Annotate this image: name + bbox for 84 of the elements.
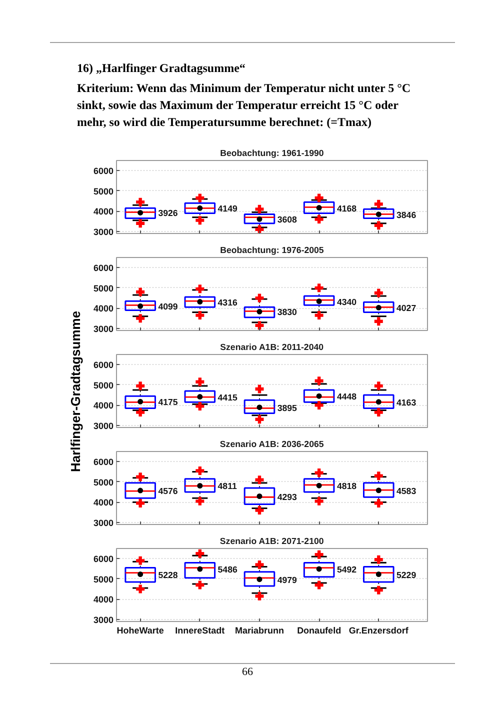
annotation: 4163 (396, 397, 416, 408)
point (376, 488, 382, 494)
y-tick-label: 5000 (93, 186, 114, 196)
annotation: 3608 (277, 214, 298, 225)
point (197, 566, 203, 572)
x-tick-label: Donaufeld (297, 626, 342, 636)
y-tick-label: 4000 (93, 206, 114, 217)
point (316, 205, 322, 211)
point (376, 572, 382, 578)
annotation: 4811 (218, 481, 237, 492)
y-tick-label: 6000 (93, 166, 114, 176)
point (197, 299, 203, 305)
y-tick-label: 3000 (93, 614, 114, 625)
annotation: 3846 (396, 210, 416, 220)
annotation: 3895 (277, 402, 298, 413)
point (316, 482, 322, 488)
y-tick-label: 3000 (93, 226, 114, 237)
annotation: 5229 (396, 570, 416, 580)
y-tick-label: 6000 (93, 457, 114, 468)
point (197, 394, 203, 400)
point (376, 304, 382, 310)
annotation: 3830 (277, 307, 298, 318)
chart-title: Szenario A1B: 2036-2065 (220, 439, 324, 449)
annotation: 4448 (336, 392, 357, 402)
y-tick-label: 5000 (93, 283, 114, 294)
point (197, 483, 203, 488)
annotation: 4149 (218, 204, 238, 214)
point (138, 303, 144, 309)
point (256, 216, 262, 222)
y-tick-label: 4000 (93, 304, 114, 314)
y-tick-label: 5000 (93, 380, 114, 390)
annotation: 4818 (336, 481, 357, 492)
chart-title: Beobachtung: 1976-2005 (220, 245, 324, 255)
annotation: 5228 (158, 570, 178, 580)
y-tick-label: 3000 (93, 324, 114, 334)
point (256, 404, 262, 410)
y-tick-label: 6000 (93, 360, 114, 370)
y-tick-label: 6000 (93, 263, 114, 274)
point (316, 393, 322, 399)
point (316, 298, 322, 304)
point (197, 205, 203, 211)
annotation: 4415 (218, 392, 238, 402)
text: 16) „Harlfinger Gradtagsumme“ (77, 60, 246, 77)
x-tick-label: HoheWarte (116, 626, 164, 636)
x-tick-label: InnereStadt (175, 626, 225, 636)
y-tick-label: 4000 (93, 594, 114, 605)
y-tick-label: 5000 (93, 477, 114, 488)
y-tick-label: 5000 (93, 574, 114, 584)
annotation: 4099 (158, 302, 178, 312)
y-tick-label: 3000 (93, 420, 114, 431)
y-tick-label: 3000 (93, 518, 114, 528)
point (256, 308, 262, 314)
point (376, 212, 382, 218)
text: 66 (241, 666, 254, 679)
annotation: 4027 (396, 303, 416, 314)
annotation: 4979 (277, 574, 298, 585)
annotation: 4583 (396, 486, 416, 496)
annotation: 4340 (336, 296, 357, 307)
annotation: 5486 (218, 564, 238, 575)
y-tick-label: 6000 (93, 554, 114, 564)
annotation: 4576 (158, 486, 178, 496)
point (376, 399, 382, 405)
y-tick-label: 4000 (93, 400, 114, 411)
point (256, 494, 262, 499)
point (256, 576, 262, 582)
y-tick-label: 4000 (93, 498, 114, 508)
point (138, 488, 144, 494)
annotation: 4175 (158, 397, 178, 408)
point (138, 398, 144, 404)
annotation: 5492 (336, 564, 357, 574)
chart-title: Szenario A1B: 2071-2100 (220, 536, 324, 546)
x-tick-label: Mariabrunn (234, 626, 284, 636)
annotation: 4316 (218, 297, 238, 308)
annotation: 4168 (336, 203, 357, 214)
point (138, 572, 144, 578)
y-axis-title: Harlfinger-Gradtagsumme (68, 310, 83, 472)
point (138, 210, 144, 216)
chart-title: Beobachtung: 1961-1990 (220, 148, 324, 158)
point (316, 566, 322, 572)
x-tick-label: Gr.Enzersdorf (348, 626, 410, 636)
text: Kriterium: Wenn das Minimum der Temperatur nicht unter 5 °C sinkt, sowie das Maximum der Temperatur erreicht 15 °C oder mehr, so wird die Temperatursumme berechnet: (=Tmax) (77, 80, 411, 131)
annotation: 4293 (277, 492, 298, 502)
annotation: 3926 (158, 208, 178, 218)
chart-title: Szenario A1B: 2011-2040 (220, 342, 324, 352)
